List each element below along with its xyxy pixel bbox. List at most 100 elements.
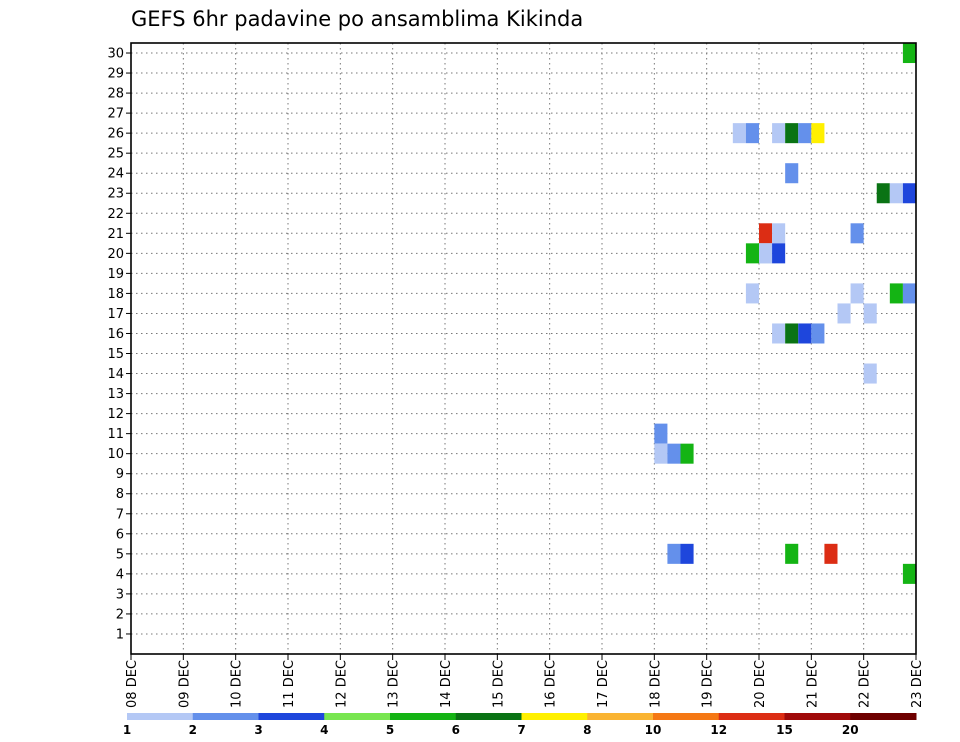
colorbar-label: 6 bbox=[452, 723, 460, 737]
precip-cell bbox=[863, 303, 877, 324]
y-tick-label: 6 bbox=[116, 527, 124, 542]
precip-cell bbox=[759, 223, 773, 244]
precip-cell bbox=[863, 363, 877, 384]
x-tick-label: 22 DEC bbox=[858, 660, 873, 708]
x-tick-label: 23 DEC bbox=[910, 660, 925, 708]
precip-cell bbox=[732, 123, 746, 144]
x-tick-label: 15 DEC bbox=[491, 660, 506, 708]
precip-cell bbox=[745, 123, 759, 144]
precip-cell bbox=[850, 223, 864, 244]
colorbar-swatch bbox=[258, 713, 325, 720]
y-tick-label: 11 bbox=[107, 427, 124, 442]
x-tick-label: 11 DEC bbox=[282, 660, 297, 708]
precip-cell bbox=[902, 43, 916, 64]
precip-cell bbox=[772, 243, 786, 264]
colorbar-label: 7 bbox=[517, 723, 525, 737]
x-tick-label: 13 DEC bbox=[387, 660, 402, 708]
y-tick-label: 28 bbox=[107, 87, 124, 102]
y-tick-label: 12 bbox=[107, 407, 124, 422]
colorbar-swatch bbox=[455, 713, 522, 720]
y-tick-label: 23 bbox=[107, 187, 124, 202]
precip-cell bbox=[798, 123, 812, 144]
x-tick-label: 14 DEC bbox=[439, 660, 454, 708]
colorbar-swatch bbox=[127, 713, 194, 720]
y-tick-label: 17 bbox=[107, 307, 124, 322]
y-tick-label: 5 bbox=[116, 547, 124, 562]
colorbar-swatch bbox=[850, 713, 917, 720]
y-tick-label: 1 bbox=[116, 627, 124, 642]
x-tick-label: 20 DEC bbox=[753, 660, 768, 708]
colorbar-label: 20 bbox=[842, 723, 859, 737]
chart-title: GEFS 6hr padavine po ansamblima Kikinda bbox=[131, 7, 583, 31]
x-tick-label: 19 DEC bbox=[701, 660, 716, 708]
y-tick-label: 15 bbox=[107, 347, 124, 362]
colorbar-label: 15 bbox=[776, 723, 793, 737]
y-tick-label: 18 bbox=[107, 287, 124, 302]
colorbar: 1 2 3 4 5 6 7 8 10 12 15 20 bbox=[123, 713, 917, 737]
colorbar-swatch bbox=[784, 713, 851, 720]
y-tick-label: 13 bbox=[107, 387, 124, 402]
y-tick-label: 8 bbox=[116, 487, 124, 502]
y-tick-label: 30 bbox=[107, 47, 124, 62]
precip-cell bbox=[785, 543, 799, 564]
precip-cell bbox=[654, 443, 668, 464]
precip-cell bbox=[889, 183, 903, 204]
precip-cell bbox=[772, 323, 786, 344]
colorbar-label: 5 bbox=[386, 723, 394, 737]
precip-cell bbox=[785, 123, 799, 144]
precip-cell bbox=[772, 123, 786, 144]
x-axis: 08 DEC 09 DEC 10 DEC 11 DEC 12 DEC 13 DEC 14 D… bbox=[125, 654, 925, 708]
precip-cell bbox=[876, 183, 890, 204]
precip-cell bbox=[785, 323, 799, 344]
colorbar-swatch bbox=[718, 713, 785, 720]
colorbar-label: 12 bbox=[710, 723, 727, 737]
y-tick-label: 16 bbox=[107, 327, 124, 342]
x-tick-label: 16 DEC bbox=[544, 660, 559, 708]
precip-cell bbox=[772, 223, 786, 244]
precip-cell bbox=[902, 283, 916, 304]
precip-cell bbox=[824, 543, 838, 564]
precip-cell bbox=[745, 283, 759, 304]
y-tick-label: 25 bbox=[107, 147, 124, 162]
plot-frame bbox=[130, 42, 917, 655]
colorbar-swatch bbox=[521, 713, 588, 720]
precip-cell bbox=[811, 123, 825, 144]
y-tick-label: 10 bbox=[107, 447, 124, 462]
precip-cell bbox=[654, 423, 668, 444]
precip-cell bbox=[902, 563, 916, 584]
colorbar-swatch bbox=[587, 713, 654, 720]
x-tick-label: 12 DEC bbox=[334, 660, 349, 708]
y-tick-label: 21 bbox=[107, 227, 124, 242]
y-tick-label: 29 bbox=[107, 67, 124, 82]
y-tick-label: 27 bbox=[107, 107, 124, 122]
precip-cell bbox=[837, 303, 851, 324]
colorbar-label: 8 bbox=[583, 723, 591, 737]
grid-lines bbox=[131, 43, 916, 654]
colorbar-swatch bbox=[192, 713, 259, 720]
precip-cell bbox=[850, 283, 864, 304]
colorbar-swatch bbox=[324, 713, 391, 720]
x-tick-label: 08 DEC bbox=[125, 660, 140, 708]
x-tick-label: 17 DEC bbox=[596, 660, 611, 708]
precip-cell bbox=[811, 323, 825, 344]
precip-cells bbox=[654, 43, 916, 584]
precip-cell bbox=[680, 543, 694, 564]
colorbar-label: 2 bbox=[189, 723, 197, 737]
colorbar-label: 10 bbox=[645, 723, 662, 737]
y-tick-label: 19 bbox=[107, 267, 124, 282]
colorbar-swatch bbox=[653, 713, 720, 720]
precip-cell bbox=[667, 543, 681, 564]
x-tick-label: 09 DEC bbox=[177, 660, 192, 708]
precip-cell bbox=[902, 183, 916, 204]
precip-cell bbox=[759, 243, 773, 264]
y-tick-label: 9 bbox=[116, 467, 124, 482]
y-axis: 1234567891011121314151617181920212223242… bbox=[107, 47, 131, 642]
x-tick-label: 21 DEC bbox=[805, 660, 820, 708]
x-tick-label: 18 DEC bbox=[648, 660, 663, 708]
precip-cell bbox=[667, 443, 681, 464]
colorbar-label: 1 bbox=[123, 723, 131, 737]
precip-cell bbox=[889, 283, 903, 304]
colorbar-label: 3 bbox=[254, 723, 262, 737]
y-tick-label: 4 bbox=[116, 567, 124, 582]
